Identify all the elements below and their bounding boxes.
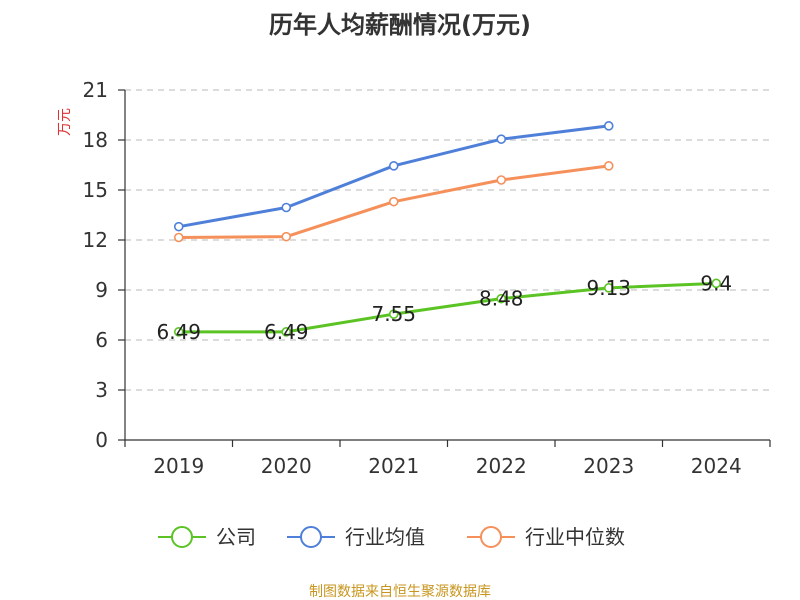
legend: 公司 行业均值 行业中位数 — [158, 525, 625, 549]
x-tick-label: 2024 — [691, 454, 742, 478]
x-tick-label: 2023 — [583, 454, 634, 478]
series-line — [178, 124, 609, 229]
legend-item-1: 行业均值 — [287, 525, 425, 549]
data-point — [603, 283, 614, 293]
x-tick-label: 2019 — [153, 454, 204, 478]
series-1 — [173, 121, 614, 232]
y-axis-unit-label: 万元 — [57, 108, 73, 136]
series-line — [178, 281, 717, 334]
data-label: 8.48 — [479, 287, 524, 311]
source-note: 制图数据来自恒生聚源数据库 — [309, 584, 491, 600]
data-point — [496, 293, 507, 304]
data-label: 9.13 — [586, 276, 631, 300]
y-tick-label: 6 — [95, 328, 108, 352]
legend-marker — [480, 526, 502, 548]
legend-label: 行业均值 — [345, 525, 425, 549]
y-tick-label: 18 — [83, 128, 108, 152]
data-label: 7.55 — [371, 302, 416, 326]
x-tick-label: 2020 — [261, 454, 312, 478]
data-label: 9.4 — [700, 271, 732, 295]
y-tick-label: 12 — [83, 228, 108, 252]
series-0 — [173, 278, 722, 337]
data-label: 6.49 — [264, 320, 309, 344]
data-point — [173, 327, 184, 337]
data-point — [281, 231, 292, 242]
legend-item-2: 行业中位数 — [467, 525, 625, 549]
legend-item-0: 公司 — [158, 525, 256, 549]
data-point — [603, 121, 614, 131]
data-point — [388, 161, 399, 171]
series-2 — [173, 161, 614, 243]
data-point — [388, 309, 399, 319]
data-point — [281, 327, 292, 337]
data-point — [496, 134, 507, 144]
gridlines — [125, 89, 770, 391]
data-labels: 6.49 6.49 7.55 8.48 9.13 9.4 — [156, 271, 732, 344]
data-point — [281, 202, 292, 213]
chart-title: 历年人均薪酬情况(万元) — [269, 11, 531, 39]
data-label: 6.49 — [156, 320, 201, 344]
data-point — [388, 196, 399, 207]
legend-marker — [300, 526, 322, 548]
y-tick-label: 9 — [95, 278, 108, 302]
series-lines — [173, 121, 722, 337]
data-point — [603, 161, 614, 171]
x-tick-label: 2021 — [368, 454, 419, 478]
axes: 0 3 6 9 12 15 18 21 2019 2020 2021 2022 2023 2024 — [83, 78, 771, 478]
data-point — [711, 278, 722, 289]
data-point — [496, 175, 507, 185]
x-tick-label: 2022 — [476, 454, 527, 478]
y-tick-label: 3 — [95, 378, 108, 402]
legend-label: 行业中位数 — [525, 525, 625, 549]
y-tick-label: 21 — [83, 78, 108, 102]
y-tick-label: 0 — [95, 428, 108, 452]
data-point — [173, 232, 184, 243]
legend-label: 公司 — [216, 525, 256, 549]
legend-marker — [171, 526, 193, 548]
y-tick-label: 15 — [83, 178, 108, 202]
data-point — [173, 221, 184, 232]
